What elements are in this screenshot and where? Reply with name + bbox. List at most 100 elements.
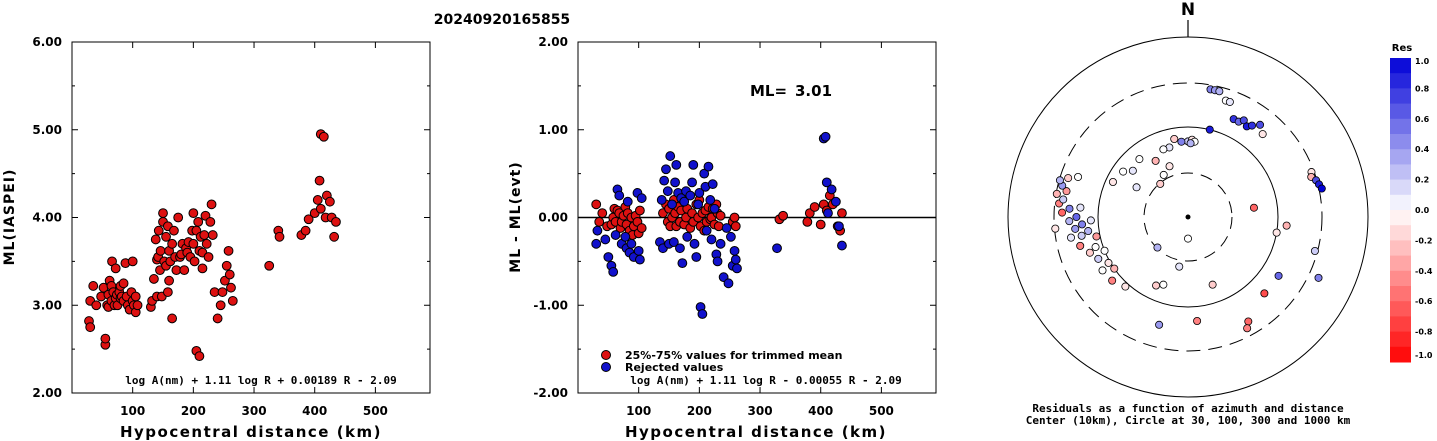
- station-point: [1205, 125, 1214, 134]
- station-point: [1072, 212, 1081, 221]
- data-point: [127, 256, 138, 267]
- colorbar-tick-label: 1.0: [1415, 57, 1430, 66]
- data-point: [730, 221, 741, 232]
- station-point: [1159, 170, 1168, 179]
- colorbar-swatch: [1390, 225, 1411, 241]
- station-point: [1086, 216, 1095, 225]
- data-point: [837, 240, 847, 251]
- data-point: [224, 269, 235, 280]
- data-point: [675, 243, 685, 254]
- north-label: N: [1181, 0, 1195, 20]
- station-point: [1165, 162, 1174, 171]
- colorbar-tick-label: -0.4: [1415, 267, 1433, 276]
- xtick-label: 300: [748, 404, 773, 418]
- data-point: [693, 199, 704, 210]
- polar-caption-line1: Residuals as a function of azimuth and d…: [1032, 402, 1344, 415]
- colorbar-tick-label: 0.6: [1415, 115, 1430, 124]
- data-point: [802, 216, 813, 227]
- data-point: [164, 275, 174, 286]
- data-point: [730, 254, 741, 265]
- station-point: [1175, 262, 1184, 271]
- data-point: [667, 199, 677, 210]
- station-point: [1104, 258, 1113, 267]
- data-point: [732, 263, 742, 274]
- data-point: [668, 237, 679, 247]
- data-point: [162, 287, 173, 297]
- points-2: [591, 131, 847, 319]
- xtick-label: 200: [687, 404, 712, 418]
- colorbar-swatch: [1390, 255, 1411, 272]
- data-point: [701, 225, 712, 236]
- data-point: [826, 184, 837, 195]
- data-point: [212, 313, 223, 324]
- data-point: [227, 295, 238, 306]
- formula-1: log A(nm) + 1.11 log R + 0.00189 R - 2.0…: [125, 374, 397, 387]
- data-point: [614, 190, 625, 201]
- station-point: [1065, 204, 1074, 213]
- axis-ticks-2: 100 200 300 400 500 -2.00 -1.00 0.00 1.00 2.00: [533, 35, 936, 418]
- data-point: [721, 223, 732, 233]
- station-point: [1155, 320, 1164, 329]
- data-point: [169, 225, 179, 236]
- colorbar-tick-label: -1.0: [1415, 351, 1433, 360]
- station-point: [1184, 234, 1193, 243]
- colorbar-swatch: [1390, 301, 1411, 317]
- colorbar: Res 1.0 0.8 0.6 0.4 0.2 0.0 -0.2 -0.4 -0.6 -0.8 -1…: [1390, 43, 1433, 363]
- data-point: [662, 186, 673, 197]
- colorbar-title: Res: [1392, 43, 1412, 54]
- ylabel-1: ML(IASPEI): [2, 169, 18, 266]
- station-point: [1170, 135, 1179, 144]
- data-point: [656, 195, 667, 205]
- data-point: [809, 202, 820, 212]
- data-point: [823, 208, 833, 219]
- colorbar-swatch: [1390, 331, 1411, 348]
- legend-marker-rejected: [601, 362, 611, 372]
- colorbar-swatch: [1390, 134, 1411, 150]
- xtick-label: 100: [120, 404, 145, 418]
- station-point: [1225, 97, 1234, 106]
- station-point: [1243, 324, 1252, 333]
- data-point: [331, 216, 341, 227]
- data-point: [264, 260, 275, 271]
- data-point: [303, 214, 314, 225]
- station-point: [1055, 176, 1064, 185]
- data-point: [149, 274, 159, 284]
- data-point: [193, 216, 204, 227]
- station-point: [1062, 187, 1071, 196]
- ylabel-2: ML - ML(evt): [508, 161, 524, 272]
- data-point: [705, 195, 716, 205]
- data-point: [188, 208, 199, 219]
- colorbar-swatch: [1390, 149, 1411, 165]
- colorbar-tick-label: -0.2: [1415, 236, 1433, 245]
- ytick-label: 6.00: [32, 35, 62, 49]
- colorbar-swatch: [1390, 210, 1411, 226]
- station-point: [1076, 203, 1085, 212]
- station-point: [1193, 317, 1202, 326]
- colorbar-swatch: [1390, 88, 1411, 105]
- data-point: [670, 177, 680, 188]
- colorbar-swatch: [1390, 286, 1411, 302]
- data-point: [189, 256, 200, 267]
- data-point: [608, 267, 619, 277]
- data-point: [699, 168, 710, 179]
- data-point: [85, 322, 96, 333]
- data-point: [713, 221, 724, 232]
- data-point: [274, 231, 285, 242]
- data-point: [665, 151, 676, 161]
- station-point: [1092, 232, 1101, 241]
- ytick-label: 4.00: [32, 211, 62, 225]
- station-point: [1132, 183, 1141, 192]
- station-point: [1110, 264, 1119, 273]
- data-point: [707, 179, 718, 190]
- formula-2: log A(nm) + 1.11 log R - 0.00055 R - 2.0…: [630, 374, 902, 387]
- station-point: [1258, 130, 1267, 139]
- points-3: [1051, 85, 1326, 333]
- ml-label: ML=: [750, 82, 787, 100]
- data-point: [206, 199, 217, 210]
- ring-300km: [1053, 82, 1323, 352]
- data-point: [689, 238, 700, 249]
- panel-azimuth-polar: N Residuals as a function of azimuth and…: [1007, 0, 1369, 427]
- data-point: [603, 252, 614, 262]
- data-point: [778, 210, 788, 221]
